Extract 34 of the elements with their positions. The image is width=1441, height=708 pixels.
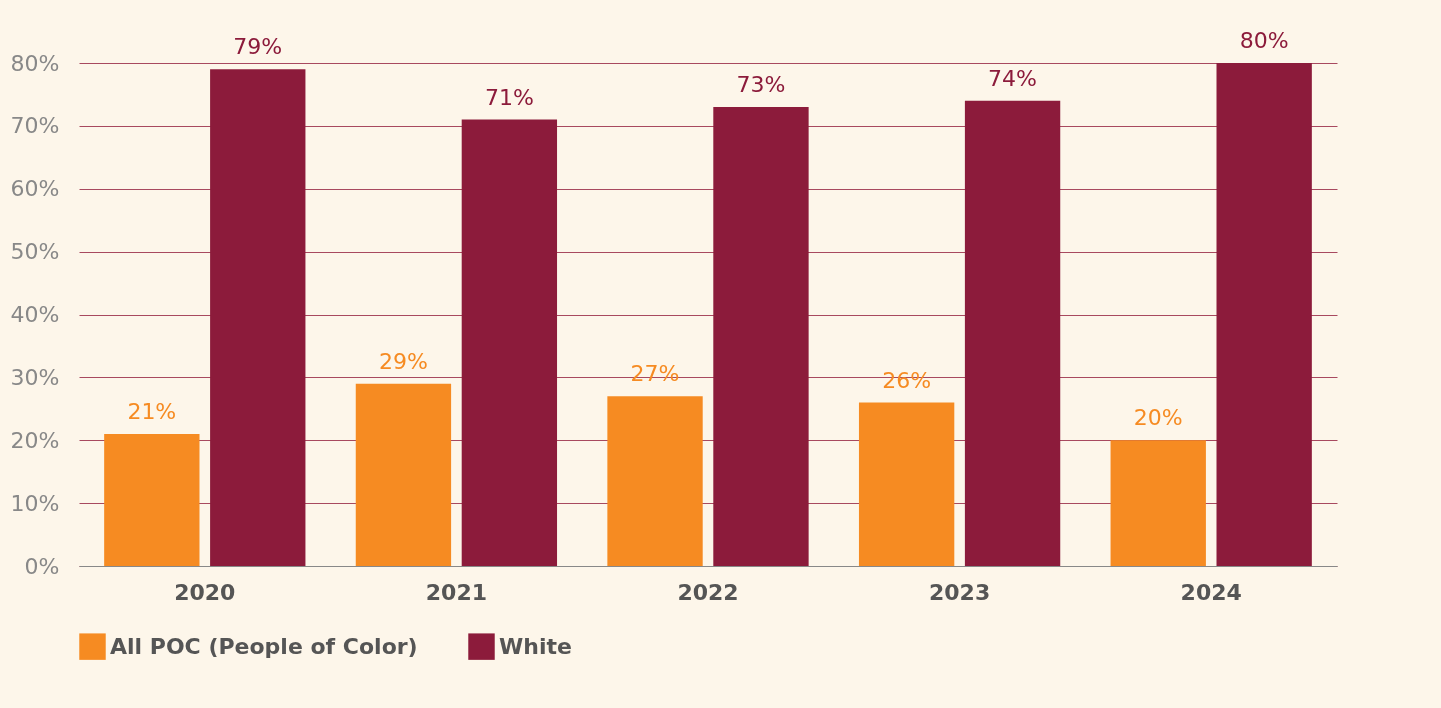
x-tick-label: 2023 (928, 579, 991, 605)
bar (104, 433, 200, 566)
bar (713, 107, 809, 566)
bar (964, 100, 1061, 566)
x-tick-label: 2022 (677, 579, 739, 605)
data-label: 73% (736, 72, 786, 98)
bar (461, 119, 558, 566)
data-label: 74% (988, 65, 1038, 91)
data-label: 71% (484, 84, 534, 110)
y-tick-label: 50% (10, 239, 60, 265)
y-tick-label: 80% (10, 50, 60, 76)
y-tick-label: 40% (10, 302, 60, 327)
x-tick-label: 2020 (174, 579, 236, 605)
data-label: 80% (1239, 28, 1289, 53)
y-tick-label: 20% (10, 427, 60, 453)
y-tick-label: 60% (10, 176, 60, 202)
legend-label: All POC (People of Color) (110, 633, 418, 659)
data-label: 79% (233, 34, 283, 60)
y-tick-label: 0% (24, 553, 60, 579)
bar (1110, 440, 1206, 566)
bar (355, 383, 452, 566)
data-label: 20% (1133, 405, 1183, 431)
data-label: 29% (378, 348, 428, 374)
data-label: 21% (127, 398, 177, 424)
bar (210, 69, 306, 566)
legend-label: White (499, 633, 572, 659)
bar (858, 402, 955, 566)
y-tick-label: 30% (10, 364, 60, 390)
bar (1216, 63, 1312, 566)
y-tick-label: 70% (10, 113, 60, 139)
bar (607, 396, 703, 566)
x-tick-label: 2021 (425, 579, 488, 605)
x-tick-label: 2024 (1180, 579, 1242, 605)
y-tick-label: 10% (10, 490, 60, 516)
